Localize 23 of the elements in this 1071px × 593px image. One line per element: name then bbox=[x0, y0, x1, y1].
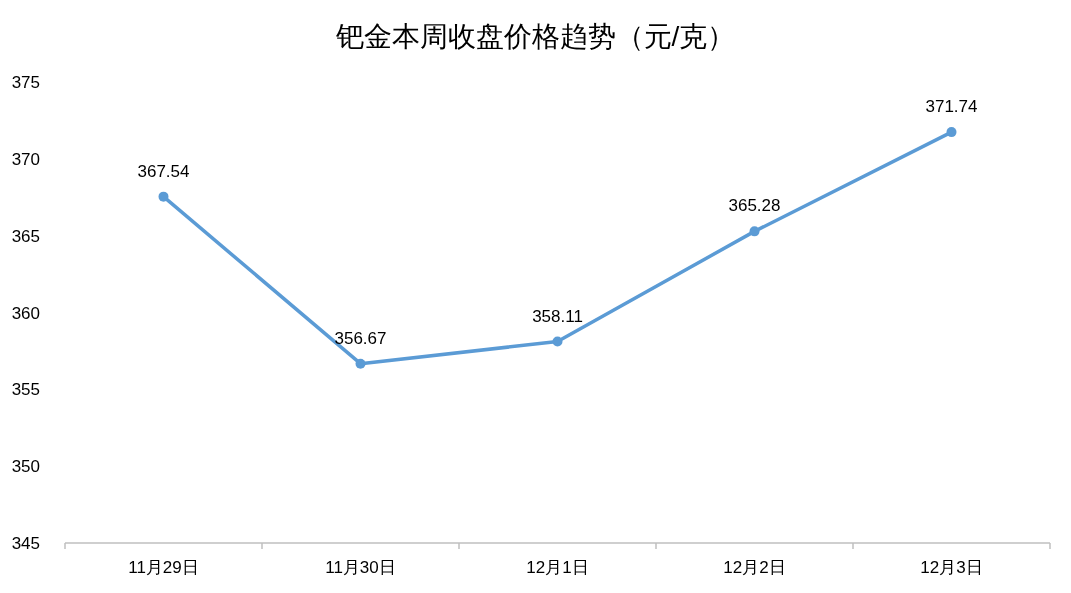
point bbox=[355, 358, 366, 369]
x-tick-label: 11月29日 bbox=[128, 558, 199, 577]
x-tick-label: 12月3日 bbox=[920, 558, 983, 577]
y-tick-label: 375 bbox=[11, 73, 40, 92]
y-tick-label: 350 bbox=[11, 457, 40, 477]
y-tick-label: 370 bbox=[11, 149, 40, 169]
x-tick-label: 12月1日 bbox=[526, 558, 589, 577]
data-label: 371.74 bbox=[925, 97, 978, 117]
y-tick-label: 345 bbox=[11, 534, 40, 553]
y-tick-label: 360 bbox=[11, 303, 40, 323]
point bbox=[552, 336, 563, 347]
point bbox=[158, 191, 169, 202]
y-tick-label: 365 bbox=[11, 226, 40, 246]
point bbox=[749, 226, 760, 237]
x-tick-label: 11月30日 bbox=[325, 558, 396, 577]
x-tick-label: 12月2日 bbox=[723, 558, 786, 577]
data-label: 358.11 bbox=[532, 306, 583, 326]
data-label: 356.67 bbox=[334, 328, 387, 348]
y-tick-label: 355 bbox=[11, 380, 40, 400]
data-label: 367.54 bbox=[137, 161, 190, 181]
data-label: 365.28 bbox=[728, 196, 781, 216]
chart-title: 钯金本周收盘价格趋势（元/克） bbox=[334, 21, 736, 52]
point bbox=[946, 127, 957, 138]
